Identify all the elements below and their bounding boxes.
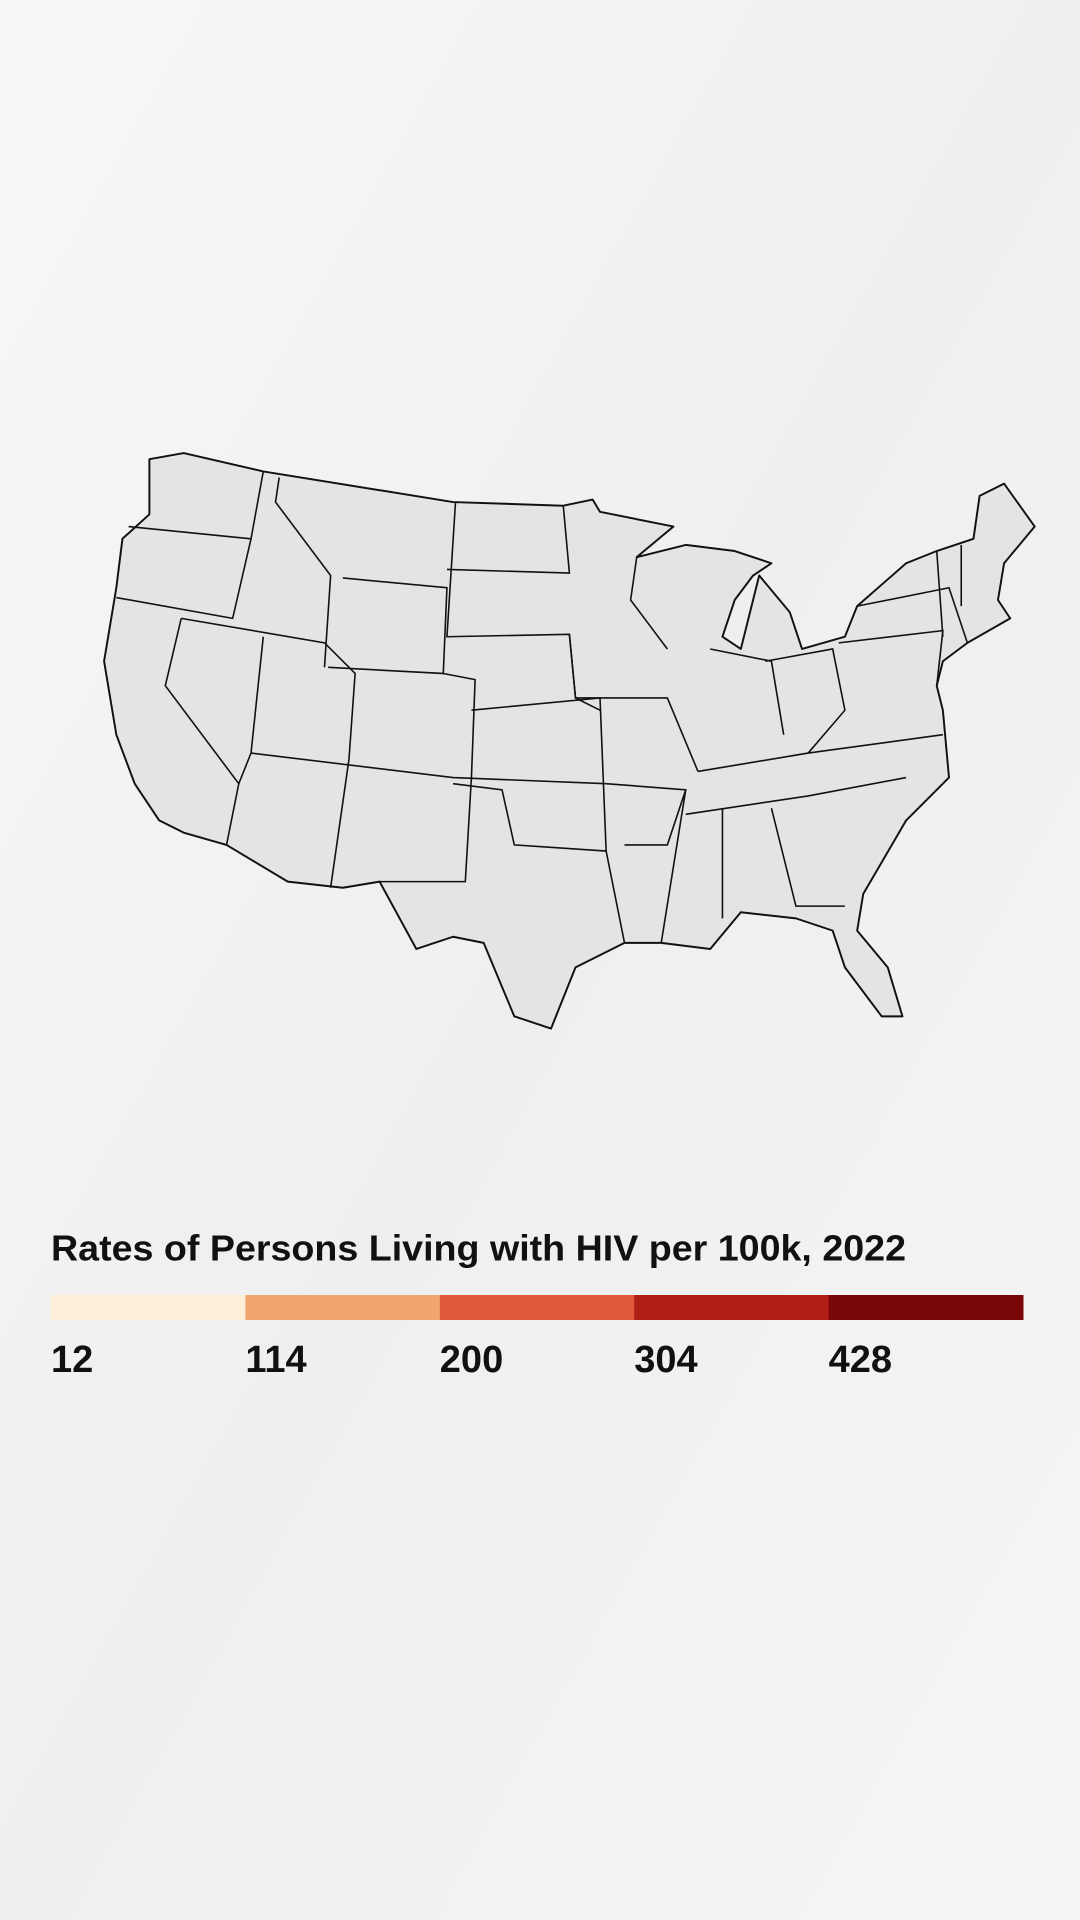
legend-swatch (51, 1295, 246, 1320)
legend-label: 428 (829, 1339, 892, 1381)
legend-label: 12 (51, 1339, 93, 1381)
legend-label: 114 (245, 1339, 306, 1381)
legend-title: Rates of Persons Living with HIV per 100… (51, 1228, 906, 1269)
us-map (103, 452, 1036, 1030)
us-outline (103, 452, 1036, 1030)
legend-label: 200 (440, 1339, 503, 1381)
legend-label: 304 (634, 1339, 697, 1381)
legend-swatch (828, 1295, 1024, 1320)
legend-swatch (634, 1295, 830, 1320)
legend-swatch (245, 1295, 441, 1320)
state-borders (116, 471, 969, 944)
legend-swatch (439, 1295, 635, 1320)
